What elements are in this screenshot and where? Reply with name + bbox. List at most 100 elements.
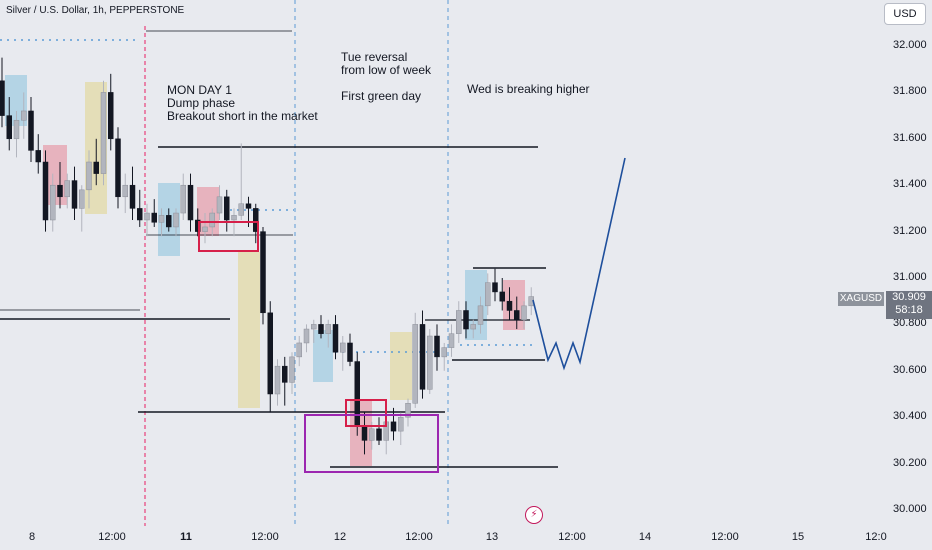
candle [64, 173, 70, 209]
rectangle-drawing[interactable] [198, 221, 259, 252]
candle-body [195, 219, 201, 232]
candle-body [209, 212, 215, 228]
candle-body [6, 115, 12, 140]
candle [71, 166, 78, 220]
chart-title: Silver / U.S. Dollar, 1h, PEPPERSTONE [6, 5, 185, 16]
candle-body [137, 208, 143, 221]
candle [187, 173, 194, 232]
highlight-box [313, 330, 333, 382]
candle [86, 150, 92, 209]
rectangle-drawing[interactable] [304, 414, 439, 473]
annotation-line: Tue reversal [341, 50, 408, 64]
candle [42, 150, 49, 232]
candle [332, 315, 339, 360]
candle-body [303, 328, 310, 344]
candle [318, 315, 324, 339]
candle [13, 110, 20, 158]
candle-body [332, 324, 339, 353]
candle-body [340, 342, 346, 353]
projection-path[interactable] [532, 157, 626, 371]
candle-body [347, 342, 353, 362]
candle [224, 189, 230, 232]
rectangle-drawing[interactable] [345, 399, 387, 427]
currency-button[interactable]: USD [884, 3, 926, 25]
candle-body [325, 324, 331, 334]
candle [50, 173, 56, 232]
candle [499, 278, 505, 311]
candle [28, 97, 34, 162]
candle [144, 203, 150, 237]
price-tick-label: 32.000 [893, 39, 927, 51]
highlight-box [390, 332, 412, 400]
candle [122, 173, 128, 214]
candle-body [289, 356, 295, 383]
candle-body [506, 300, 513, 311]
annotation-wednesday[interactable]: Wed is breaking higher [467, 83, 590, 96]
annotation-line: Breakout short in the market [167, 109, 318, 123]
price-tick-label: 30.600 [893, 363, 927, 376]
candle [79, 185, 85, 232]
candle [506, 287, 513, 320]
annotation-monday[interactable]: MON DAY 1 Dump phase Breakout short in t… [167, 84, 318, 123]
candle [260, 226, 266, 325]
candle [282, 356, 288, 406]
candle-body [202, 226, 208, 232]
time-tick-label: 12:0 [865, 531, 887, 543]
lightning-icon[interactable]: ⚡ [525, 506, 543, 524]
candle-body [86, 161, 92, 191]
time-tick-label: 11 [180, 531, 192, 543]
candle [216, 185, 223, 220]
candle-body [427, 335, 433, 390]
candle [108, 73, 114, 151]
candle-body [158, 215, 165, 223]
symbol-label: XAGUSD [838, 292, 884, 306]
time-tick-label: 12:00 [711, 531, 739, 543]
candle-body [514, 310, 520, 321]
candle [253, 203, 259, 244]
time-tick-label: 13 [485, 531, 499, 543]
drawing-rectangles[interactable] [198, 221, 439, 473]
candle [303, 324, 310, 353]
candle-body [122, 184, 128, 198]
candle [448, 324, 455, 357]
candle [137, 189, 143, 227]
candle-body [21, 110, 27, 121]
drawing-lines[interactable] [0, 0, 558, 526]
candle-body [187, 184, 194, 221]
candle-body [50, 184, 56, 221]
candle-body [470, 324, 476, 330]
candle-body [311, 324, 317, 330]
highlight-box [238, 252, 260, 408]
last-price-value: 30.909 [892, 291, 926, 303]
candle [21, 92, 27, 139]
time-tick-label: 12:00 [251, 531, 279, 543]
last-price-label: 30.909 58:18 [886, 291, 932, 319]
candle-body [419, 324, 426, 390]
candle [354, 352, 360, 436]
candle [296, 336, 302, 367]
candle-body [267, 312, 273, 395]
candle-body [0, 80, 5, 116]
annotation-line: MON DAY 1 [167, 83, 232, 97]
price-tick-label: 30.400 [893, 410, 927, 423]
annotation-line: First green day [341, 89, 422, 103]
candle-body [245, 203, 252, 209]
annotation-line: from low of week [341, 63, 432, 77]
candle [405, 398, 411, 427]
candle [485, 273, 491, 316]
candle-body [412, 324, 418, 404]
candlestick-series [0, 57, 534, 455]
candle-body [231, 215, 237, 221]
candle [390, 407, 397, 441]
candle-body [57, 184, 63, 198]
candle-body [79, 189, 85, 209]
candle-body [238, 203, 244, 216]
candle-body [441, 347, 447, 358]
candle-body [28, 110, 34, 151]
candle [129, 166, 136, 220]
annotation-tuesday[interactable]: Tue reversal from low of week First gree… [341, 51, 431, 103]
candle-body [456, 310, 462, 334]
candle-body [499, 291, 505, 302]
candle-body [354, 361, 360, 427]
